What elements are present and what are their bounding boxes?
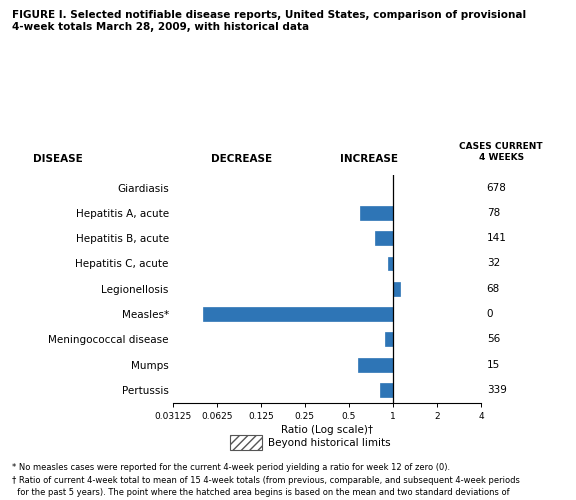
Bar <box>376 231 393 245</box>
Text: DECREASE: DECREASE <box>211 154 272 164</box>
Bar <box>380 383 393 397</box>
Text: INCREASE: INCREASE <box>340 154 397 164</box>
Text: 15: 15 <box>487 360 500 370</box>
Bar <box>358 358 393 372</box>
Bar <box>361 206 393 220</box>
Text: DISEASE: DISEASE <box>33 154 82 164</box>
Text: † Ratio of current 4-week total to mean of 15 4-week totals (from previous, comp: † Ratio of current 4-week total to mean … <box>12 476 520 500</box>
Text: 339: 339 <box>487 385 507 395</box>
Bar <box>385 332 393 346</box>
Bar <box>203 307 393 321</box>
Text: 78: 78 <box>487 208 500 218</box>
X-axis label: Ratio (Log scale)†: Ratio (Log scale)† <box>281 424 373 434</box>
Text: 56: 56 <box>487 334 500 344</box>
Text: Beyond historical limits: Beyond historical limits <box>268 438 391 448</box>
Text: CASES CURRENT
4 WEEKS: CASES CURRENT 4 WEEKS <box>459 142 543 162</box>
Text: 141: 141 <box>487 233 507 243</box>
Text: 68: 68 <box>487 284 500 294</box>
Text: 678: 678 <box>487 182 507 192</box>
Bar <box>388 256 393 270</box>
Text: FIGURE I. Selected notifiable disease reports, United States, comparison of prov: FIGURE I. Selected notifiable disease re… <box>12 10 526 32</box>
Bar <box>393 282 400 296</box>
Text: 0: 0 <box>487 309 493 319</box>
Text: * No measles cases were reported for the current 4-week period yielding a ratio : * No measles cases were reported for the… <box>12 462 450 471</box>
Text: 32: 32 <box>487 258 500 268</box>
